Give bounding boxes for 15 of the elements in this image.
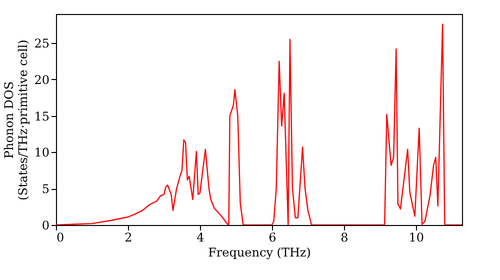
y-tick-label: 20	[34, 72, 50, 87]
x-tick-label: 0	[56, 230, 64, 244]
x-tick-label: 10	[408, 230, 424, 244]
y-tick-label: 10	[34, 146, 50, 160]
y-tick-label: 25	[34, 36, 50, 51]
x-tick-label: 6	[268, 230, 276, 244]
line-series	[56, 24, 462, 225]
x-axis-title: Frequency (THz)	[208, 246, 311, 260]
x-tick-label: 4	[196, 230, 205, 244]
y-tick-label: 5	[42, 182, 50, 196]
y-tick-label: 15	[34, 109, 50, 124]
y-axis-title: Phonon DOS (States/THz·primitive cell)	[2, 40, 30, 200]
y-tick-label: 0	[42, 218, 50, 232]
x-tick-label: 2	[124, 230, 132, 244]
x-tick-label: 8	[340, 230, 348, 244]
